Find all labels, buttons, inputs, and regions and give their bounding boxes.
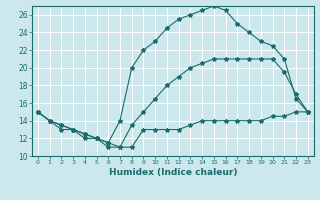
X-axis label: Humidex (Indice chaleur): Humidex (Indice chaleur) [108,168,237,177]
